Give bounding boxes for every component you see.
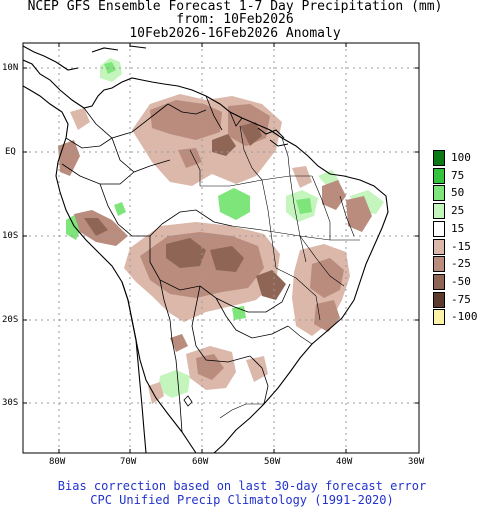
footnote-bias-correction: Bias correction based on last 30-day for… xyxy=(57,479,427,493)
lat-label-eq: EQ xyxy=(5,147,16,157)
graticule xyxy=(23,43,419,453)
map-border xyxy=(22,42,420,454)
legend-label: -100 xyxy=(451,310,478,324)
legend-swatch xyxy=(433,150,445,166)
map-title: NCEP GFS Ensemble Forecast 1-7 Day Preci… xyxy=(27,0,443,14)
legend-label: 25 xyxy=(451,204,465,218)
legend-swatch xyxy=(433,238,445,255)
legend-label: 100 xyxy=(451,151,471,164)
lake xyxy=(183,395,193,407)
lon-label-80w: 80W xyxy=(49,457,66,467)
legend-label: -50 xyxy=(451,274,471,288)
map-from-date: from: 10Feb2026 xyxy=(176,12,294,27)
central-america-coast xyxy=(23,45,147,71)
legend-label: 50 xyxy=(451,186,465,200)
lat-label-30s: 30S xyxy=(2,398,19,408)
legend-swatch xyxy=(433,309,445,326)
lat-label-10n: 10N xyxy=(2,63,19,73)
legend-swatch xyxy=(433,185,445,202)
coastline xyxy=(23,59,389,453)
legend-swatch xyxy=(433,273,445,290)
legend-label: 15 xyxy=(451,221,465,235)
legend-label: -75 xyxy=(451,292,471,306)
lat-label-10s: 10S xyxy=(2,231,19,241)
country-borders xyxy=(61,95,360,433)
lon-label-50w: 50W xyxy=(264,457,281,467)
coastline-chile xyxy=(121,281,147,453)
lon-label-40w: 40W xyxy=(336,457,353,467)
lon-label-70w: 70W xyxy=(120,457,137,467)
legend-swatch xyxy=(433,256,445,273)
lon-label-30w: 30W xyxy=(408,457,425,467)
footnote-climatology: CPC Unified Precip Climatology (1991-202… xyxy=(90,493,394,507)
legend-swatch xyxy=(433,220,445,237)
map-period: 10Feb2026-16Feb2026 Anomaly xyxy=(129,26,341,41)
lat-label-20s: 20S xyxy=(2,315,19,325)
legend-swatch xyxy=(433,291,445,308)
legend-label: 75 xyxy=(451,168,465,182)
legend-swatch xyxy=(433,167,445,184)
legend-label: -25 xyxy=(451,257,471,271)
legend-swatch xyxy=(433,203,445,220)
lon-label-60w: 60W xyxy=(192,457,209,467)
amazon-delta xyxy=(257,127,289,147)
axis-ticks xyxy=(23,43,419,453)
legend-label: -15 xyxy=(451,239,471,253)
